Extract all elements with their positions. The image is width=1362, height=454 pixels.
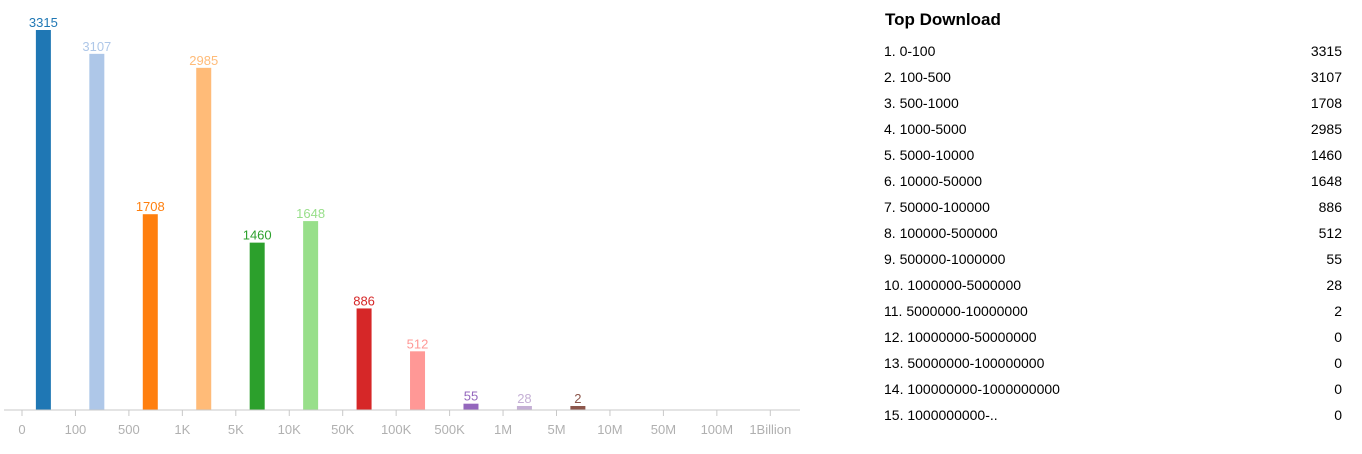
list-item-value: 55 <box>1326 251 1342 267</box>
list-item-label: 3. 500-1000 <box>884 95 959 111</box>
bar-2 <box>89 53 105 410</box>
list-item-value: 3315 <box>1310 43 1342 59</box>
bar-5 <box>249 242 265 410</box>
bar-value-label: 2985 <box>189 53 218 68</box>
bar-value-label: 1708 <box>136 199 165 214</box>
list-item-label: 11. 5000000-10000000 <box>884 303 1028 319</box>
x-tick-label: 50K <box>331 422 354 437</box>
list-item: 2. 100-500 3107 <box>884 64 1342 90</box>
list-item-value: 886 <box>1318 199 1342 215</box>
list-item-label: 15. 1000000000-.. <box>884 407 998 423</box>
top-download-panel: Top Download 1. 0-100 3315 2. 100-500 3107 3… <box>884 10 1342 428</box>
bar-3 <box>142 214 158 410</box>
list-item-value: 1460 <box>1310 147 1342 163</box>
list-item-label: 13. 50000000-100000000 <box>884 355 1045 371</box>
bar-1 <box>35 30 51 410</box>
list-item: 8. 100000-500000 512 <box>884 220 1342 246</box>
bar-value-labels: 3315 3107 1708 2985 1460 1648 886 512 55 28 2 <box>29 15 582 406</box>
bar-value-label: 2 <box>574 391 581 406</box>
x-tick-label: 100K <box>381 422 412 437</box>
list-item: 7. 50000-100000 886 <box>884 194 1342 220</box>
bars-layer <box>35 30 586 410</box>
x-tick-label: 50M <box>651 422 676 437</box>
bar-value-label: 3315 <box>29 15 58 30</box>
list-item-value: 0 <box>1334 407 1342 423</box>
list-item: 5. 5000-10000 1460 <box>884 142 1342 168</box>
x-tick-label: 5M <box>547 422 565 437</box>
download-list: 1. 0-100 3315 2. 100-500 3107 3. 500-1000 170… <box>884 38 1342 428</box>
list-item: 3. 500-1000 1708 <box>884 90 1342 116</box>
x-tick-label: 5K <box>228 422 244 437</box>
x-tick-label: 100 <box>65 422 87 437</box>
list-item-label: 10. 1000000-5000000 <box>884 277 1022 293</box>
list-item-label: 7. 50000-100000 <box>884 199 990 215</box>
list-item-label: 4. 1000-5000 <box>884 121 967 137</box>
list-item-label: 6. 10000-50000 <box>884 173 983 189</box>
list-item: 6. 10000-50000 1648 <box>884 168 1342 194</box>
x-tick-label: 1Billion <box>749 422 791 437</box>
bar-9 <box>463 403 479 410</box>
list-item-value: 1708 <box>1310 95 1342 111</box>
x-tick-label: 100M <box>701 422 734 437</box>
bar-7 <box>356 308 372 410</box>
list-item: 9. 500000-1000000 55 <box>884 246 1342 272</box>
bar-value-label: 1648 <box>296 206 325 221</box>
list-item-value: 0 <box>1334 355 1342 371</box>
list-item: 12. 10000000-50000000 0 <box>884 324 1342 350</box>
x-tick-label: 500K <box>434 422 465 437</box>
bar-value-label: 886 <box>353 293 375 308</box>
x-tick-label: 0 <box>18 422 25 437</box>
bar-value-label: 512 <box>407 336 429 351</box>
panel-title: Top Download <box>885 10 1001 29</box>
list-item-value: 28 <box>1326 277 1342 293</box>
list-item-value: 1648 <box>1310 173 1342 189</box>
bar-value-label: 3107 <box>82 39 111 54</box>
x-tick-label: 10K <box>278 422 301 437</box>
list-item-value: 3107 <box>1310 69 1342 85</box>
list-item: 14. 100000000-1000000000 0 <box>884 376 1342 402</box>
list-item: 4. 1000-5000 2985 <box>884 116 1342 142</box>
x-tick-label: 1M <box>494 422 512 437</box>
list-item-value: 512 <box>1318 225 1342 241</box>
list-item: 10. 1000000-5000000 28 <box>884 272 1342 298</box>
list-item: 11. 5000000-10000000 2 <box>884 298 1342 324</box>
x-tick-label: 1K <box>174 422 190 437</box>
download-histogram: 3315 3107 1708 2985 1460 1648 886 512 55 28 2 0 100… <box>4 15 800 437</box>
bar-4 <box>196 67 212 410</box>
bar-8 <box>410 351 426 410</box>
bar-value-label: 28 <box>517 391 531 406</box>
bar-6 <box>303 221 319 410</box>
bar-11 <box>570 406 586 410</box>
list-item-value: 0 <box>1334 329 1342 345</box>
list-item-label: 5. 5000-10000 <box>884 147 975 163</box>
list-item: 15. 1000000000-.. 0 <box>884 402 1342 428</box>
x-tick-label: 10M <box>597 422 622 437</box>
bar-value-label: 1460 <box>243 228 272 243</box>
list-item: 13. 50000000-100000000 0 <box>884 350 1342 376</box>
list-item-value: 0 <box>1334 381 1342 397</box>
list-item-label: 8. 100000-500000 <box>884 225 998 241</box>
list-item: 1. 0-100 3315 <box>884 38 1342 64</box>
bar-value-label: 55 <box>464 389 478 404</box>
list-item-value: 2 <box>1334 303 1342 319</box>
bar-10 <box>516 406 532 410</box>
list-item-value: 2985 <box>1310 121 1342 137</box>
list-item-label: 12. 10000000-50000000 <box>884 329 1037 345</box>
x-axis-ticks: 0 100 500 1K 5K 10K 50K 100K 500K 1M 5M 10M 50M 100M 1… <box>18 410 791 437</box>
list-item-label: 9. 500000-1000000 <box>884 251 1006 267</box>
list-item-label: 14. 100000000-1000000000 <box>884 381 1060 397</box>
x-tick-label: 500 <box>118 422 140 437</box>
list-item-label: 1. 0-100 <box>884 43 936 59</box>
list-item-label: 2. 100-500 <box>884 69 951 85</box>
